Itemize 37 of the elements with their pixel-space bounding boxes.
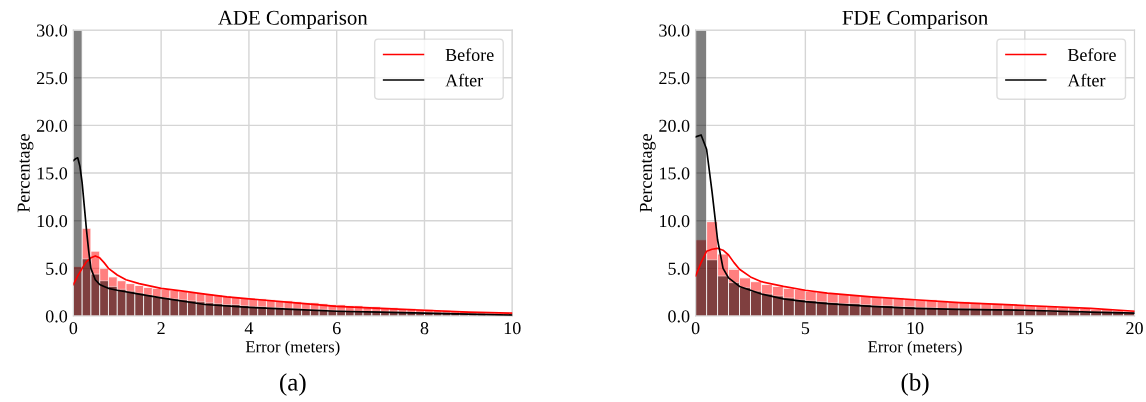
x-tick-label: 15 (1017, 322, 1034, 335)
y-tick-label: 15.0 (660, 167, 690, 180)
x-tick-label: 10 (907, 322, 924, 335)
y-tick-label: 5.0 (46, 262, 68, 275)
x-tick-label: 0 (69, 322, 78, 335)
x-axis-title: Error (meters) (868, 340, 962, 356)
y-axis-title: Percentage (17, 134, 34, 213)
y-tick-label: 0.0 (45, 310, 68, 323)
legend-label: Before (445, 48, 494, 62)
x-axis-title: Error (meters) (245, 340, 340, 356)
y-tick-label: 5.0 (668, 262, 690, 275)
legend-label: After (1067, 73, 1106, 87)
legend-label: After (445, 73, 484, 87)
x-tick-label: 5 (801, 322, 810, 335)
x-tick-label: 2 (157, 322, 165, 335)
x-tick-label: 4 (244, 322, 254, 335)
text: (b) (901, 373, 929, 396)
chart-title: ADE Comparison (218, 10, 368, 30)
chart-title: FDE Comparison (842, 10, 988, 30)
x-tick-label: 20 (1126, 322, 1143, 335)
x-tick-label: 8 (420, 322, 429, 335)
y-tick-label: 30.0 (37, 24, 68, 37)
y-tick-label: 10.0 (660, 214, 690, 228)
x-tick-label: 10 (504, 322, 521, 335)
text: (a) (280, 373, 306, 396)
legend-label: Before (1067, 48, 1116, 62)
x-tick-label: 0 (691, 322, 700, 335)
y-tick-label: 30.0 (659, 24, 690, 37)
y-tick-label: 15.0 (37, 167, 68, 180)
y-tick-label: 25.0 (659, 72, 690, 85)
y-tick-label: 10.0 (37, 214, 68, 228)
y-tick-label: 20.0 (36, 119, 68, 132)
y-tick-label: 25.0 (36, 72, 68, 85)
x-tick-label: 6 (332, 322, 341, 335)
y-axis-title: Percentage (639, 134, 656, 213)
y-tick-label: 0.0 (668, 310, 690, 323)
y-tick-label: 20.0 (659, 119, 690, 132)
